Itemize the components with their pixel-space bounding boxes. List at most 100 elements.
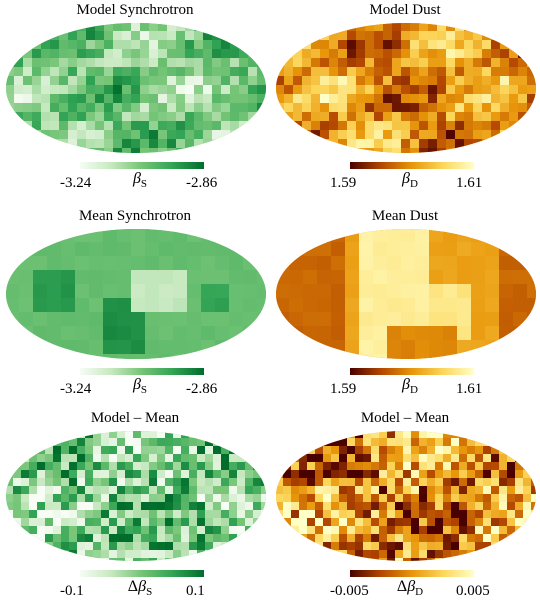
map-pixel xyxy=(109,462,118,471)
map-pixel xyxy=(383,112,393,122)
map-pixel xyxy=(457,354,472,359)
map-pixel xyxy=(21,510,30,519)
map-pixel xyxy=(248,130,258,140)
map-pixel xyxy=(176,130,186,140)
map-pixel xyxy=(459,558,468,561)
map-pixel xyxy=(307,526,316,535)
map-pixel xyxy=(6,148,15,153)
map-pixel xyxy=(527,67,536,77)
map-pixel xyxy=(19,284,34,299)
map-pixel xyxy=(471,298,486,313)
map-pixel xyxy=(401,58,411,68)
map-pixel xyxy=(395,542,404,551)
map-pixel xyxy=(331,326,346,341)
map-pixel xyxy=(133,486,142,495)
map-pixel xyxy=(429,340,444,355)
map-pixel xyxy=(373,242,388,257)
map-pixel xyxy=(181,454,190,463)
map-pixel xyxy=(187,229,202,243)
map-pixel xyxy=(527,130,536,140)
map-pixel xyxy=(181,431,190,439)
map-pixel xyxy=(165,462,174,471)
map-pixel xyxy=(6,478,14,487)
map-pixel xyxy=(165,470,174,479)
map-pixel xyxy=(37,478,46,487)
map-pixel xyxy=(276,112,285,122)
map-pixel xyxy=(6,431,14,439)
map-pixel xyxy=(213,510,222,519)
map-pixel xyxy=(229,462,238,471)
map-pixel xyxy=(331,438,340,447)
map-pixel xyxy=(221,121,231,131)
map-pixel xyxy=(23,112,33,122)
map-pixel xyxy=(536,94,537,104)
map-pixel xyxy=(6,438,14,447)
map-pixel xyxy=(356,85,366,95)
map-pixel xyxy=(491,526,500,535)
map-pixel xyxy=(531,550,536,559)
map-pixel xyxy=(483,494,492,503)
map-pixel xyxy=(299,494,308,503)
colorbar-symbol-main: β xyxy=(132,170,141,187)
map-pixel xyxy=(403,438,412,447)
map-pixel xyxy=(302,40,312,50)
map-pixel xyxy=(515,494,524,503)
map-pixel xyxy=(323,510,332,519)
map-pixel xyxy=(261,558,266,561)
map-pixel xyxy=(443,502,452,511)
map-pixel xyxy=(158,49,168,59)
map-pixel xyxy=(401,103,411,113)
map-pixel xyxy=(185,23,195,32)
map-pixel xyxy=(29,454,38,463)
map-pixel xyxy=(515,478,524,487)
map-pixel xyxy=(85,550,94,559)
map-pixel xyxy=(158,103,168,113)
map-pixel xyxy=(320,58,330,68)
map-pixel xyxy=(239,139,249,149)
map-pixel xyxy=(429,354,444,359)
map-pixel xyxy=(61,542,70,551)
map-pixel xyxy=(203,49,213,59)
map-pixel xyxy=(500,76,510,86)
map-pixel xyxy=(133,494,142,503)
map-pixel xyxy=(283,431,292,439)
map-pixel xyxy=(518,139,528,149)
map-pixel xyxy=(387,454,396,463)
map-pixel xyxy=(19,354,34,359)
map-pixel xyxy=(158,31,168,41)
map-pixel xyxy=(392,103,402,113)
map-pixel xyxy=(307,431,316,439)
map-pixel xyxy=(101,518,110,527)
map-pixel xyxy=(19,312,34,327)
map-pixel xyxy=(276,67,285,77)
map-pixel xyxy=(411,550,420,559)
map-pixel xyxy=(437,85,447,95)
map-pixel xyxy=(363,470,372,479)
map-pixel xyxy=(299,518,308,527)
map-pixel xyxy=(229,431,238,439)
map-pixel xyxy=(215,256,230,271)
map-pixel xyxy=(457,298,472,313)
map-pixel xyxy=(383,103,393,113)
map-pixel xyxy=(109,558,118,561)
map-pixel xyxy=(363,454,372,463)
map-pixel xyxy=(284,23,294,32)
map-pixel xyxy=(339,526,348,535)
map-pixel xyxy=(323,550,332,559)
map-pixel xyxy=(411,534,420,543)
map-pixel xyxy=(237,446,246,455)
map-pixel xyxy=(500,85,510,95)
map-pixel xyxy=(61,486,70,495)
map-pixel xyxy=(500,67,510,77)
map-pixel xyxy=(355,438,364,447)
map-pixel xyxy=(61,256,76,271)
map-pixel xyxy=(59,112,69,122)
map-pixel xyxy=(347,103,357,113)
map-pixel xyxy=(299,454,308,463)
map-pixel xyxy=(6,40,15,50)
map-pixel xyxy=(239,85,249,95)
map-pixel xyxy=(379,431,388,439)
map-pixel xyxy=(266,67,267,77)
map-pixel xyxy=(173,534,182,543)
map-pixel xyxy=(299,558,308,561)
